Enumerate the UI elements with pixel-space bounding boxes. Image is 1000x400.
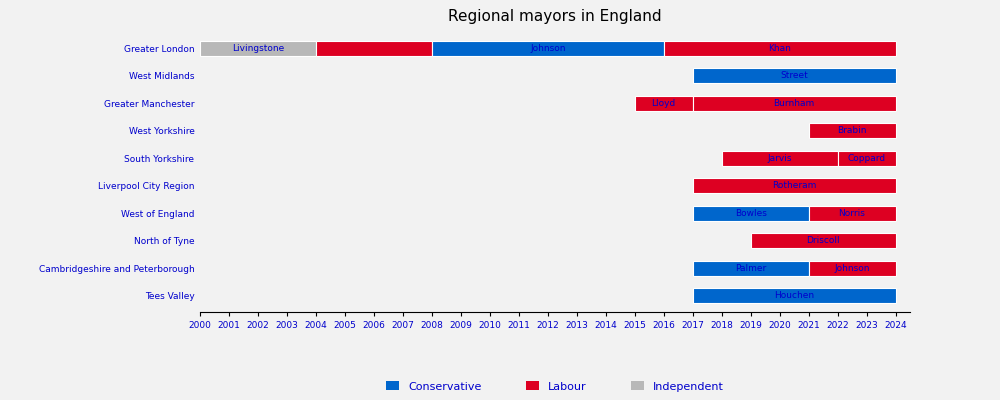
FancyBboxPatch shape bbox=[809, 206, 896, 221]
FancyBboxPatch shape bbox=[693, 96, 896, 111]
Text: Houchen: Houchen bbox=[774, 291, 814, 300]
Text: Livingstone: Livingstone bbox=[232, 44, 284, 53]
Text: Brabin: Brabin bbox=[837, 126, 867, 135]
FancyBboxPatch shape bbox=[664, 41, 896, 56]
Text: Johnson: Johnson bbox=[834, 264, 870, 272]
Text: Khan: Khan bbox=[768, 44, 791, 53]
Text: Lloyd: Lloyd bbox=[652, 99, 676, 108]
FancyBboxPatch shape bbox=[316, 41, 432, 56]
Text: Palmer: Palmer bbox=[735, 264, 766, 272]
Text: Rotheram: Rotheram bbox=[772, 181, 816, 190]
Text: Street: Street bbox=[780, 72, 808, 80]
Text: Johnson: Johnson bbox=[530, 44, 566, 53]
FancyBboxPatch shape bbox=[722, 151, 838, 166]
Text: Burnham: Burnham bbox=[773, 99, 815, 108]
FancyBboxPatch shape bbox=[809, 123, 896, 138]
FancyBboxPatch shape bbox=[693, 178, 896, 193]
FancyBboxPatch shape bbox=[693, 260, 809, 276]
FancyBboxPatch shape bbox=[838, 151, 896, 166]
Text: Bowles: Bowles bbox=[735, 209, 767, 218]
Text: Jarvis: Jarvis bbox=[767, 154, 792, 163]
FancyBboxPatch shape bbox=[693, 206, 809, 221]
Text: Driscoll: Driscoll bbox=[806, 236, 840, 245]
FancyBboxPatch shape bbox=[693, 288, 896, 303]
FancyBboxPatch shape bbox=[432, 41, 664, 56]
FancyBboxPatch shape bbox=[635, 96, 693, 111]
FancyBboxPatch shape bbox=[809, 260, 896, 276]
Legend: Conservative, Labour, Independent: Conservative, Labour, Independent bbox=[381, 377, 729, 396]
Text: Coppard: Coppard bbox=[847, 154, 886, 163]
FancyBboxPatch shape bbox=[693, 68, 896, 84]
FancyBboxPatch shape bbox=[200, 41, 316, 56]
Text: Norris: Norris bbox=[839, 209, 865, 218]
FancyBboxPatch shape bbox=[751, 233, 896, 248]
Title: Regional mayors in England: Regional mayors in England bbox=[448, 9, 662, 24]
